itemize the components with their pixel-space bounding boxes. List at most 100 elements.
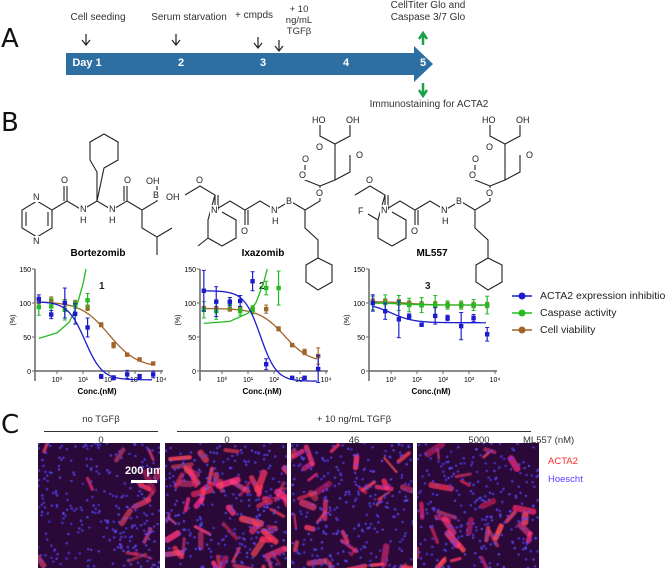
y-tick-label: 0 bbox=[361, 369, 365, 376]
data-point bbox=[370, 300, 376, 306]
group-line-tgfb bbox=[177, 431, 531, 432]
chart-title: ML557 bbox=[416, 248, 448, 259]
event-serum-starvation: Serum starvation bbox=[151, 12, 227, 23]
x-tick-label: 10⁰ bbox=[386, 376, 397, 384]
stain-label-hoechst: Hoescht bbox=[548, 474, 583, 485]
y-tick-label: 50 bbox=[357, 335, 365, 342]
atom-label: N bbox=[271, 205, 278, 215]
data-point bbox=[406, 302, 412, 308]
data-point bbox=[276, 326, 281, 332]
data-point bbox=[124, 372, 130, 377]
structure-3-number: 3 bbox=[425, 281, 431, 292]
data-point bbox=[124, 352, 130, 357]
y-tick-label: 0 bbox=[27, 369, 31, 376]
micrograph-tgfb-5000nm bbox=[417, 443, 539, 568]
atom-label: N bbox=[80, 204, 87, 214]
x-tick-label: 10³ bbox=[130, 377, 141, 384]
event-celltiter-caspase: CellTiter Glo and Caspase 3/7 Glo bbox=[390, 0, 466, 23]
data-point bbox=[276, 285, 281, 291]
x-axis-label: Conc.(nM) bbox=[77, 387, 116, 396]
data-point bbox=[471, 315, 476, 321]
event-add-tgfb: + 10 ng/mL TGFβ bbox=[285, 4, 313, 37]
chart-0: Bortezomib 0 50 100 150 10⁰ 10¹ 10² 10³ 10⁴ (%) Con… bbox=[10, 248, 166, 396]
atom-label: O bbox=[196, 175, 203, 185]
stain-label-acta2: ACTA2 bbox=[548, 456, 578, 467]
micrograph-no-tgfb bbox=[38, 443, 160, 568]
data-point bbox=[302, 375, 307, 380]
micrograph-tgfb-46nm bbox=[291, 443, 413, 568]
atom-label: O bbox=[316, 188, 323, 198]
panel-label-a: A bbox=[1, 24, 19, 54]
data-point bbox=[458, 302, 464, 308]
data-point bbox=[98, 322, 104, 327]
scale-bar-label: 200 μm bbox=[125, 465, 163, 477]
y-axis-label: (%) bbox=[175, 315, 182, 326]
data-point bbox=[263, 285, 269, 291]
event-arrows bbox=[81, 34, 284, 52]
data-point bbox=[302, 349, 307, 355]
atom-label: O bbox=[316, 142, 323, 152]
day-4: 4 bbox=[342, 57, 350, 69]
micrograph-tgfb-0nm bbox=[165, 443, 287, 568]
y-tick-label: 150 bbox=[19, 267, 31, 274]
timeline-bar bbox=[66, 46, 433, 82]
x-axis-label: Conc.(nM) bbox=[411, 387, 450, 396]
data-point bbox=[111, 342, 116, 348]
x-tick-label: 10⁴ bbox=[490, 377, 501, 384]
group-line-no-tgfb bbox=[44, 431, 158, 432]
scale-bar bbox=[131, 480, 157, 483]
x-tick-label: 10² bbox=[269, 377, 280, 384]
data-point bbox=[396, 317, 402, 322]
x-tick-label: 10² bbox=[438, 377, 449, 384]
panel-label-b: B bbox=[1, 108, 19, 138]
conc-label-3: 46 bbox=[348, 435, 360, 446]
chart-title: Ixazomib bbox=[242, 248, 285, 259]
x-tick-label: 10³ bbox=[464, 377, 475, 384]
data-point bbox=[471, 302, 476, 308]
legend-item-viability: Cell viability bbox=[512, 321, 666, 338]
data-point bbox=[85, 325, 90, 330]
data-point bbox=[137, 374, 142, 379]
chart-2: ML557 0 50 100 150 10⁰ 10¹ 10² 10³ 10⁴ (%) Conc.(nM… bbox=[344, 248, 500, 396]
x-axis-label: Conc.(nM) bbox=[242, 387, 281, 396]
atom-label: B bbox=[456, 196, 462, 206]
y-tick-label: 50 bbox=[188, 335, 196, 342]
atom-label: O bbox=[299, 170, 306, 180]
atom-label: O bbox=[241, 226, 248, 236]
x-tick-label: 10⁴ bbox=[156, 377, 167, 384]
data-point bbox=[289, 342, 295, 348]
data-point bbox=[237, 308, 243, 314]
atom-label: HO bbox=[312, 115, 326, 125]
timeline-graphic bbox=[66, 30, 433, 99]
data-point bbox=[289, 375, 295, 380]
structure-3-bonds bbox=[354, 125, 521, 291]
legend-label-acta2: ACTA2 expression inhibition bbox=[540, 289, 666, 302]
y-tick-label: 150 bbox=[353, 267, 365, 274]
structure-1-number: 1 bbox=[99, 281, 105, 292]
group-no-tgfb: no TGFβ bbox=[82, 414, 120, 425]
atom-label: O bbox=[472, 154, 479, 164]
data-point bbox=[383, 308, 388, 314]
data-point bbox=[458, 323, 464, 329]
data-point bbox=[432, 313, 438, 319]
fit-curve-2 bbox=[38, 301, 153, 366]
x-tick-label: 10⁰ bbox=[217, 376, 228, 384]
data-point bbox=[237, 298, 243, 304]
x-tick-label: 10⁰ bbox=[52, 376, 63, 384]
data-point bbox=[250, 279, 255, 284]
fit-curve-1 bbox=[203, 268, 268, 325]
atom-label: O bbox=[61, 175, 68, 185]
legend-item-caspase: Caspase activity bbox=[512, 304, 666, 321]
structure-1-bonds bbox=[21, 133, 173, 255]
panel-label-c: C bbox=[1, 410, 20, 440]
chart-title: Bortezomib bbox=[71, 248, 126, 259]
y-tick-label: 100 bbox=[353, 301, 365, 308]
atom-label: B bbox=[153, 190, 159, 200]
data-point bbox=[137, 357, 142, 362]
atom-label: OH bbox=[516, 115, 530, 125]
atom-label: OH bbox=[146, 176, 160, 186]
y-tick-label: 100 bbox=[19, 301, 31, 308]
data-point bbox=[150, 372, 156, 377]
